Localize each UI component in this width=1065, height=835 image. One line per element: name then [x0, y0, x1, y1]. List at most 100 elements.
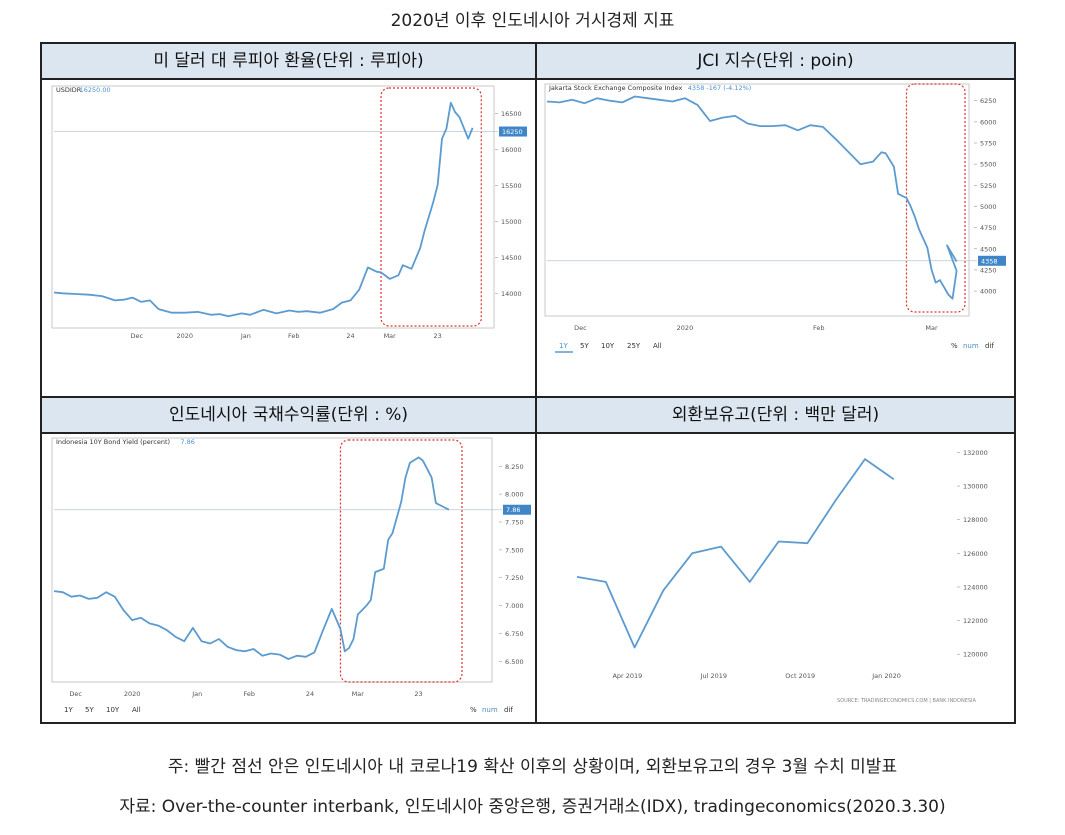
fx-plot-frame — [51, 85, 495, 329]
bond-x-tick-label: 24 — [306, 690, 314, 698]
fx-current-value-badge — [499, 126, 527, 137]
bond-chart: 8.250 8.000 7.750 7.500 7.250 7.000 6.750 6.500… — [51, 437, 531, 714]
reserve-y-tick-label: 122000 — [963, 617, 988, 625]
reserve-series-line — [576, 458, 895, 649]
reserve-y-tick-label: 126000 — [963, 550, 988, 558]
jci-y-tick-label: 4500 — [980, 245, 997, 253]
reserve-x-tick-label: Jan 2020 — [871, 672, 901, 680]
fx-x-tick-label: Jan — [240, 332, 251, 340]
jci-range-tab: 25Y — [627, 342, 641, 350]
jci-x-tick-label: Feb — [813, 324, 825, 332]
bond-y-tick-label: 7.750 — [505, 519, 524, 527]
jci-current-value-badge-text: 4358 — [981, 257, 998, 265]
bond-range-tab: 1Y — [64, 706, 73, 714]
jci-legend-value: 4358 -167 (-4.12%) — [688, 84, 752, 92]
jci-range-tab: All — [653, 342, 662, 350]
jci-x-tick-label: Dec — [574, 324, 587, 332]
reserve-y-tick-label: 132000 — [963, 449, 988, 457]
reserve-x-tick-label: Oct 2019 — [785, 672, 815, 680]
bond-y-tick-label: 7.250 — [505, 574, 524, 582]
jci-mode-dif: dif — [985, 342, 994, 350]
bond-y-tick-label: 7.000 — [505, 602, 524, 610]
source-note: 자료: Over-the-counter interbank, 인도네시아 중앙… — [119, 797, 946, 817]
panel-heading-bond: 인도네시아 국채수익률(단위 : %) — [42, 398, 535, 434]
bond-x-tick-label: 23 — [414, 690, 422, 698]
jci-mode-num: num — [963, 342, 979, 350]
jci-y-tick-label: 5750 — [980, 140, 997, 148]
fx-legend-label: USDIDR — [56, 86, 82, 94]
jci-y-tick-label: 6000 — [980, 118, 997, 126]
bond-mode-num: num — [482, 706, 498, 714]
jci-y-tick-label: 4250 — [980, 266, 997, 274]
fx-x-tick-label: Dec — [131, 332, 144, 340]
jci-range-tab: 5Y — [580, 342, 589, 350]
bond-mode-percent: % — [470, 706, 477, 714]
bond-x-tick-label: Feb — [244, 690, 256, 698]
fx-y-tick-label: 15000 — [501, 218, 522, 226]
bond-x-tick-label: Jan — [191, 690, 202, 698]
fx-x-tick-label: 2020 — [177, 332, 194, 340]
fx-y-tick-label: 16500 — [501, 110, 522, 118]
jci-y-tick-label: 6250 — [980, 97, 997, 105]
bond-plot-frame — [51, 437, 493, 683]
jci-chart: 6250 6000 5750 5500 5250 5000 4750 4500 4250 4000… — [544, 83, 1006, 353]
reserve-source-text: SOURCE: TRADINGECONOMICS.COM | BANK INDO… — [837, 698, 977, 704]
jci-x-tick-label: Mar — [925, 324, 938, 332]
jci-y-tick-label: 5250 — [980, 182, 997, 190]
reserve-y-tick-label: 128000 — [963, 516, 988, 524]
bond-range-tab: 10Y — [106, 706, 120, 714]
bond-series-line — [53, 456, 450, 661]
fx-series-line — [53, 101, 474, 318]
reserve-y-tick-label: 124000 — [963, 583, 988, 591]
fx-x-tick-label: Feb — [288, 332, 300, 340]
reserve-chart: 132000 130000 128000 126000 124000 122000 1200… — [576, 449, 988, 704]
fx-x-tick-label: 23 — [434, 332, 442, 340]
jci-y-tick-label: 5500 — [980, 161, 997, 169]
fx-y-tick-label: 15500 — [501, 182, 522, 190]
bond-covid-highlight-box — [339, 439, 463, 683]
bond-x-tick-label: Mar — [352, 690, 365, 698]
fx-y-tick-label: 14500 — [501, 254, 522, 262]
panel-heading-fx: 미 달러 대 루피아 환율(단위 : 루피아) — [42, 44, 535, 80]
footnote: 주: 빨간 점선 안은 인도네시아 내 코로나19 확산 이후의 상황이며, 외… — [167, 757, 898, 777]
bond-current-value-badge-text: 7.86 — [506, 506, 520, 514]
jci-series-line — [546, 95, 958, 300]
bond-legend-label: Indonesia 10Y Bond Yield (percent) — [56, 438, 170, 446]
bond-range-tab: 5Y — [85, 706, 94, 714]
bond-y-tick-label: 6.500 — [505, 658, 524, 666]
fx-legend-value: 16250.00 — [80, 86, 111, 94]
bond-mode-dif: dif — [504, 706, 513, 714]
panel-heading-jci: JCI 지수(단위 : poin) — [537, 44, 1014, 80]
panel-heading-reserve: 외환보유고(단위 : 백만 달러) — [537, 398, 1014, 434]
bond-x-tick-label: Dec — [69, 690, 82, 698]
jci-range-tab: 10Y — [601, 342, 615, 350]
grid-divider-vertical — [535, 42, 537, 724]
bond-y-tick-label: 8.000 — [505, 491, 524, 499]
grid-divider-horizontal — [40, 396, 1016, 398]
page-title: 2020년 이후 인도네시아 거시경제 지표 — [390, 11, 675, 31]
fx-current-value-badge-text: 16250 — [502, 128, 523, 136]
fx-x-tick-label: 24 — [346, 332, 354, 340]
bond-range-tab: All — [132, 706, 141, 714]
jci-plot-frame — [544, 83, 970, 317]
reserve-y-tick-label: 120000 — [963, 651, 988, 659]
jci-mode-percent: % — [951, 342, 958, 350]
reserve-x-tick-label: Apr 2019 — [612, 672, 642, 680]
fx-covid-highlight-box — [380, 87, 482, 327]
jci-x-tick-label: 2020 — [677, 324, 694, 332]
bond-y-tick-label: 8.250 — [505, 463, 524, 471]
fx-y-tick-label: 14000 — [501, 290, 522, 298]
reserve-x-tick-label: Jul 2019 — [700, 672, 727, 680]
jci-current-value-badge — [978, 255, 1006, 266]
jci-legend-label: Jakarta Stock Exchange Composite Index — [548, 84, 682, 92]
bond-legend-value: 7.86 — [180, 438, 194, 446]
fx-x-tick-label: Mar — [384, 332, 397, 340]
fx-y-tick-label: 16000 — [501, 146, 522, 154]
bond-current-value-badge — [503, 504, 531, 515]
jci-y-tick-label: 4750 — [980, 224, 997, 232]
reserve-y-tick-label: 130000 — [963, 483, 988, 491]
bond-y-tick-label: 6.750 — [505, 630, 524, 638]
jci-y-tick-label: 4000 — [980, 288, 997, 296]
bond-x-tick-label: 2020 — [124, 690, 141, 698]
bond-y-tick-label: 7.500 — [505, 546, 524, 554]
